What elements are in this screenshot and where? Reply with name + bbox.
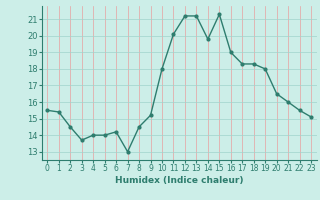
X-axis label: Humidex (Indice chaleur): Humidex (Indice chaleur)	[115, 176, 244, 185]
